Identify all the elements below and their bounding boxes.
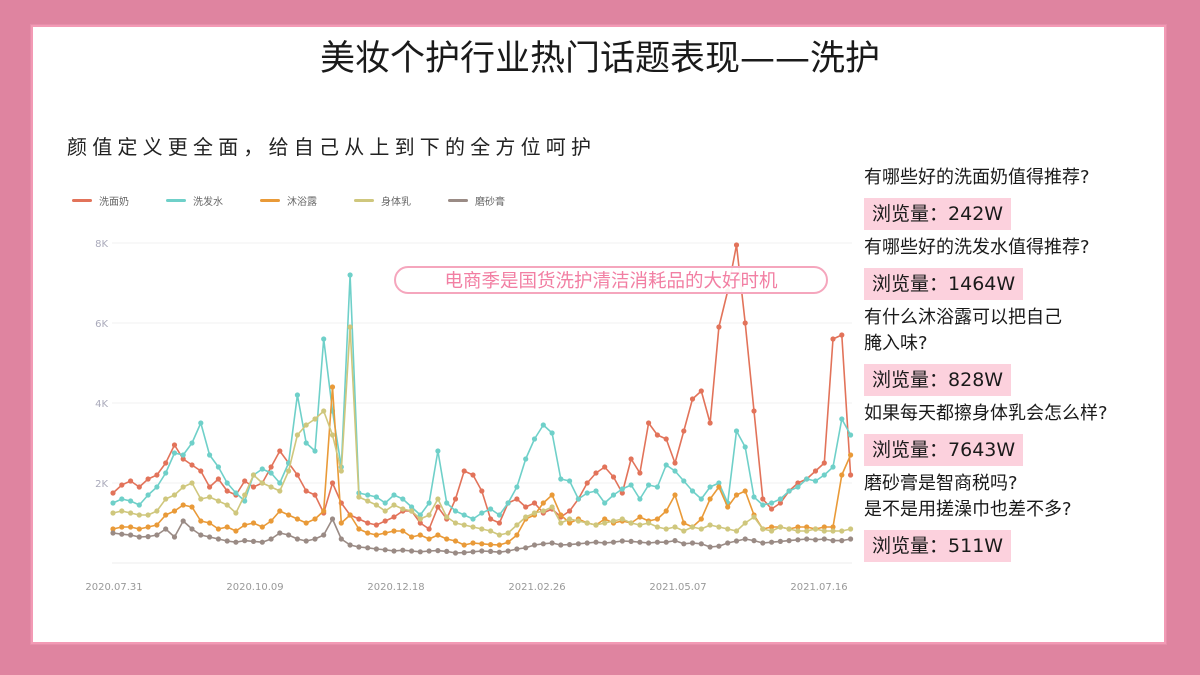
legend-item[interactable]: 洗发水 — [166, 193, 223, 208]
views-label: 浏览量： — [872, 203, 949, 225]
svg-text:2020.07.31: 2020.07.31 — [85, 582, 142, 593]
legend-label: 身体乳 — [381, 196, 411, 208]
svg-text:2K: 2K — [95, 479, 108, 490]
svg-text:2020.12.18: 2020.12.18 — [367, 582, 424, 593]
question-line: 腌入味? — [864, 333, 928, 354]
chart-legend: 洗面奶 洗发水 沐浴露 身体乳 磨砂膏 — [72, 192, 542, 208]
views-label: 浏览量： — [872, 369, 949, 391]
views-label: 浏览量： — [872, 273, 949, 295]
page-subtitle: 颜值定义更全面，给自己从上到下的全方位呵护 — [67, 135, 597, 159]
svg-text:8K: 8K — [95, 239, 108, 250]
views-label: 浏览量： — [872, 535, 949, 557]
topic-views-badge: 浏览量：511W — [864, 530, 1012, 562]
svg-text:2021.02.26: 2021.02.26 — [508, 582, 565, 593]
topic-question: 有哪些好的洗面奶值得推荐? — [864, 167, 1090, 188]
chart-grid — [112, 242, 852, 564]
topic-views-badge: 浏览量：828W — [864, 364, 1012, 396]
topic-item: 有哪些好的洗面奶值得推荐? 浏览量：242W — [864, 165, 1164, 235]
chart-annotation: 电商季是国货洗护清洁消耗品的大好时机 — [394, 266, 828, 294]
legend-label: 洗发水 — [193, 196, 223, 208]
question-line: 磨砂膏是智商税吗? — [864, 473, 1018, 494]
question-line: 是不是用搓澡巾也差不多? — [864, 499, 1072, 520]
views-value: 7643W — [948, 439, 1016, 461]
topic-views-badge: 浏览量：7643W — [864, 434, 1024, 466]
legend-swatch-icon — [72, 198, 92, 202]
legend-label: 沐浴露 — [287, 196, 317, 208]
topic-question: 有哪些好的洗发水值得推荐? — [864, 237, 1090, 258]
topic-item: 如果每天都擦身体乳会怎么样? 浏览量：7643W — [864, 401, 1164, 471]
topic-views-badge: 浏览量：242W — [864, 198, 1012, 230]
topic-question: 磨砂膏是智商税吗? 是不是用搓澡巾也差不多? — [864, 471, 1164, 523]
question-line: 有什么沐浴露可以把自己 — [864, 307, 1062, 328]
legend-item[interactable]: 洗面奶 — [72, 193, 129, 208]
topic-views-badge: 浏览量：1464W — [864, 268, 1024, 300]
topics-panel: 有哪些好的洗面奶值得推荐? 浏览量：242W 有哪些好的洗发水值得推荐? 浏览量… — [864, 165, 1164, 567]
legend-swatch-icon — [166, 198, 186, 202]
svg-text:2021.05.07: 2021.05.07 — [649, 582, 706, 593]
topic-question: 如果每天都擦身体乳会怎么样? — [864, 403, 1108, 424]
views-label: 浏览量： — [872, 439, 949, 461]
views-value: 1464W — [948, 273, 1016, 295]
legend-swatch-icon — [354, 198, 374, 202]
svg-text:4K: 4K — [95, 399, 108, 410]
legend-label: 洗面奶 — [99, 196, 129, 208]
legend-item[interactable]: 磨砂膏 — [448, 193, 505, 208]
views-value: 511W — [948, 535, 1004, 557]
views-value: 828W — [948, 369, 1004, 391]
y-axis: 2K 4K 6K 8K — [95, 239, 108, 490]
topic-item: 磨砂膏是智商税吗? 是不是用搓澡巾也差不多? 浏览量：511W — [864, 471, 1164, 567]
legend-item[interactable]: 身体乳 — [354, 193, 411, 208]
svg-text:2021.07.16: 2021.07.16 — [790, 582, 847, 593]
x-axis: 2020.07.31 2020.10.09 2020.12.18 2021.02.26… — [85, 582, 847, 593]
legend-swatch-icon — [260, 198, 280, 202]
svg-text:2020.10.09: 2020.10.09 — [226, 582, 283, 593]
topic-item: 有什么沐浴露可以把自己 腌入味? 浏览量：828W — [864, 305, 1164, 401]
page-title: 美妆个护行业热门话题表现——洗护 — [319, 39, 880, 79]
topic-item: 有哪些好的洗发水值得推荐? 浏览量：1464W — [864, 235, 1164, 305]
legend-swatch-icon — [448, 198, 468, 202]
legend-item[interactable]: 沐浴露 — [260, 193, 317, 208]
legend-label: 磨砂膏 — [475, 196, 505, 208]
views-value: 242W — [948, 203, 1004, 225]
topic-question: 有什么沐浴露可以把自己 腌入味? — [864, 305, 1164, 357]
svg-text:6K: 6K — [95, 319, 108, 330]
